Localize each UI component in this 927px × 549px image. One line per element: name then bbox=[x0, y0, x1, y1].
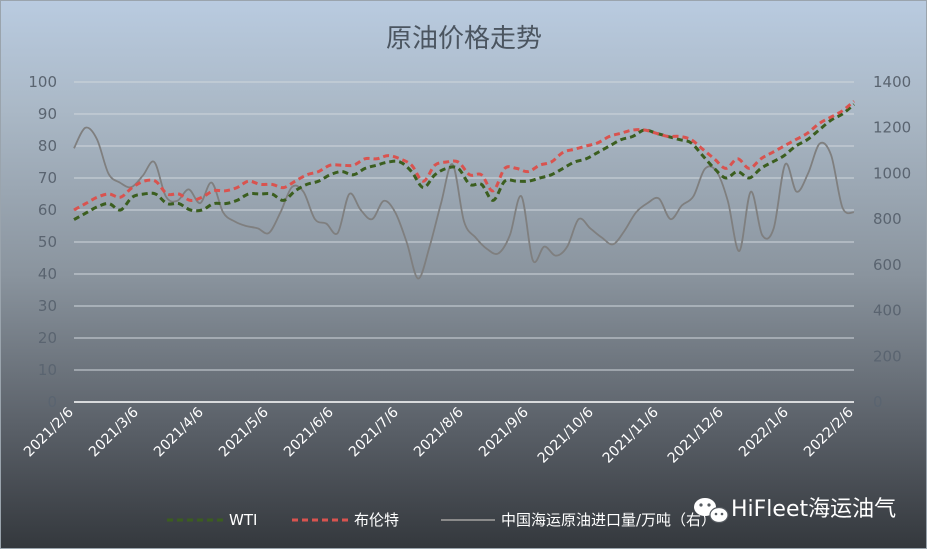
x-axis-ticks: 2021/2/6 2021/3/6 2021/4/6 2021/5/6 2021/6/6… bbox=[21, 404, 857, 466]
series-line-wti bbox=[73, 103, 855, 221]
y-tick-label: 50 bbox=[38, 233, 57, 251]
legend-label-brent: 布伦特 bbox=[354, 511, 399, 529]
y2-tick-label: 400 bbox=[873, 302, 902, 320]
y2-tick-label: 200 bbox=[873, 347, 902, 365]
series-line-brent bbox=[73, 100, 855, 212]
left-axis-ticks: 0 10 20 30 40 50 60 70 80 90 100 bbox=[28, 73, 57, 411]
watermark: HiFleet海运油气 bbox=[694, 497, 896, 524]
legend-label-wti: WTI bbox=[229, 511, 257, 529]
x-tick-label: 2021/6/6 bbox=[281, 404, 337, 460]
y-tick-label: 60 bbox=[38, 201, 57, 219]
y-tick-label: 20 bbox=[38, 329, 57, 347]
legend-item-imports: 中国海运原油进口量/万吨（右） bbox=[441, 511, 716, 529]
right-axis-ticks: 0 200 400 600 800 1000 1200 1400 bbox=[873, 73, 911, 411]
y-tick-label: 70 bbox=[38, 169, 57, 187]
series-line-imports bbox=[73, 126, 855, 280]
x-tick-label: 2022/2/6 bbox=[801, 404, 857, 460]
y2-tick-label: 1000 bbox=[873, 164, 911, 182]
legend: WTI 布伦特 中国海运原油进口量/万吨（右） bbox=[167, 511, 716, 529]
y-tick-label: 10 bbox=[38, 361, 57, 379]
wechat-icon bbox=[694, 498, 729, 524]
y2-tick-label: 0 bbox=[873, 393, 883, 411]
legend-item-brent: 布伦特 bbox=[292, 511, 399, 529]
x-tick-label: 2021/5/6 bbox=[216, 404, 272, 460]
y-tick-label: 90 bbox=[38, 105, 57, 123]
y-tick-label: 30 bbox=[38, 297, 57, 315]
legend-item-wti: WTI bbox=[167, 511, 257, 529]
y-tick-label: 80 bbox=[38, 137, 57, 155]
y2-tick-label: 1200 bbox=[873, 119, 911, 137]
legend-label-imports: 中国海运原油进口量/万吨（右） bbox=[501, 511, 716, 529]
chart-title: 原油价格走势 bbox=[386, 24, 542, 54]
y-tick-label: 40 bbox=[38, 265, 57, 283]
x-tick-label: 2022/1/6 bbox=[736, 404, 792, 460]
watermark-text: HiFleet海运油气 bbox=[731, 497, 896, 522]
y2-tick-label: 1400 bbox=[873, 73, 911, 91]
y2-tick-label: 600 bbox=[873, 256, 902, 274]
gridlines bbox=[74, 81, 854, 403]
x-tick-label: 2021/8/6 bbox=[411, 404, 467, 460]
x-tick-label: 2021/9/6 bbox=[476, 404, 532, 460]
x-tick-label: 2021/4/6 bbox=[151, 404, 207, 460]
y-tick-label: 0 bbox=[47, 393, 57, 411]
x-tick-label: 2021/2/6 bbox=[21, 404, 77, 460]
series-lines bbox=[73, 100, 855, 280]
y2-tick-label: 800 bbox=[873, 210, 902, 228]
x-tick-label: 2021/3/6 bbox=[86, 404, 142, 460]
x-tick-label: 2021/10/6 bbox=[535, 404, 597, 466]
x-tick-label: 2021/7/6 bbox=[346, 404, 402, 460]
x-tick-label: 2021/11/6 bbox=[600, 404, 662, 466]
y-tick-label: 100 bbox=[28, 73, 57, 91]
x-tick-label: 2021/12/6 bbox=[665, 404, 727, 466]
